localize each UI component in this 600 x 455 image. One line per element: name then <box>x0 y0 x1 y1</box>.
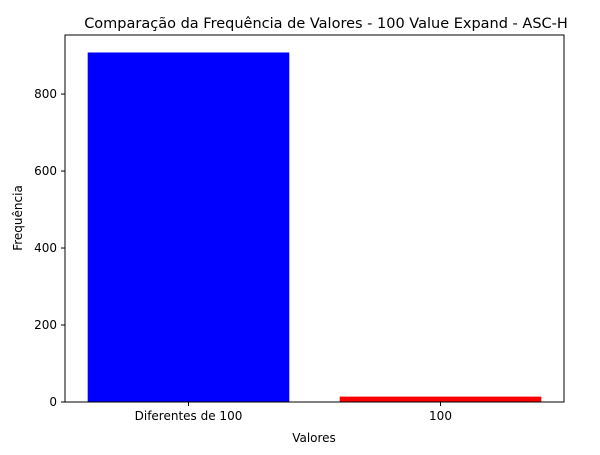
chart-title: Comparação da Frequência de Valores - 10… <box>84 16 568 32</box>
bar-1 <box>339 396 542 402</box>
x-axis-label: Valores <box>292 431 336 445</box>
y-tick-label: 800 <box>34 87 57 101</box>
x-tick-label: Diferentes de 100 <box>135 409 243 423</box>
y-tick-label: 600 <box>34 164 57 178</box>
plot-area: Diferentes de 100 100 0 200 400 600 800 <box>34 52 542 423</box>
y-tick-label: 400 <box>34 241 57 255</box>
bar-0 <box>87 52 290 402</box>
y-axis-label: Frequência <box>11 185 25 251</box>
y-tick-label: 200 <box>34 318 57 332</box>
plot-frame <box>64 34 565 403</box>
y-tick-label: 0 <box>49 395 57 409</box>
x-tick-label: 100 <box>429 409 452 423</box>
